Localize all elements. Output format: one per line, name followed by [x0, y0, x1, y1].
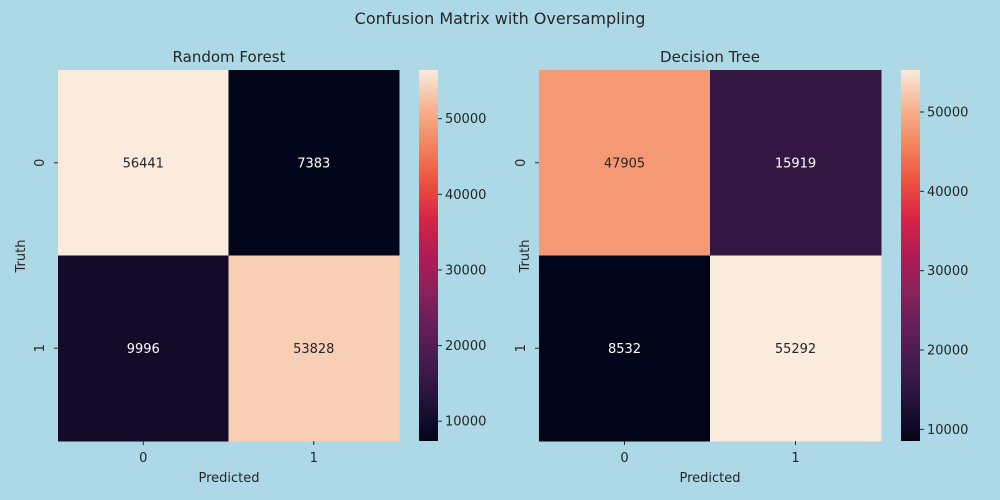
y-tick-label: 1 [33, 344, 48, 352]
heatmap-cell [539, 255, 711, 442]
heatmap-random-forest: Random Forest 56441 7383 9996 53828 0 1 0 1 Pr… [14, 48, 486, 486]
heatmap-cell [58, 70, 229, 256]
heatmap-decision-tree: Decision Tree 47905 15919 8532 55292 0 1 0 1 P… [514, 48, 968, 486]
cell-value-label: 56441 [123, 156, 164, 171]
cell-value-label: 15919 [775, 156, 816, 171]
colorbar-tick-label: 50000 [445, 112, 486, 127]
cell-value-label: 9996 [127, 342, 160, 357]
y-tick-label: 0 [514, 159, 529, 167]
cell-value-label: 47905 [604, 156, 645, 171]
colorbar-tick-label: 40000 [445, 188, 486, 203]
x-axis-label: Predicted [679, 471, 740, 486]
colorbar-tick-label: 20000 [445, 339, 486, 354]
colorbar-tick-label: 20000 [927, 344, 968, 359]
suptitle: Confusion Matrix with Oversampling [355, 9, 646, 28]
colorbar-tick-label: 50000 [927, 105, 968, 120]
x-tick-label: 0 [139, 451, 147, 466]
heatmap-cell [710, 255, 882, 442]
colorbar-tick-label: 30000 [445, 263, 486, 278]
x-tick-label: 1 [310, 451, 318, 466]
colorbar-tick-label: 30000 [927, 264, 968, 279]
cell-value-label: 53828 [293, 342, 334, 357]
y-axis-label: Truth [14, 240, 29, 274]
colorbar-tick-label: 10000 [927, 423, 968, 438]
y-tick-label: 0 [33, 159, 48, 167]
heatmap-cell [539, 70, 711, 256]
chart-title: Decision Tree [660, 48, 760, 66]
y-tick-label: 1 [514, 344, 529, 352]
chart-title: Random Forest [173, 48, 286, 66]
y-axis-label: Truth [518, 240, 533, 274]
cell-value-label: 7383 [297, 156, 330, 171]
heatmap-cell [228, 255, 400, 442]
heatmap-cell [710, 70, 882, 256]
colorbar [419, 70, 438, 441]
colorbar-tick-label: 10000 [445, 415, 486, 430]
heatmap-cell [228, 70, 400, 256]
colorbar [901, 70, 920, 441]
cell-value-label: 8532 [608, 342, 641, 357]
x-axis-label: Predicted [198, 471, 259, 486]
colorbar-tick-label: 40000 [927, 185, 968, 200]
x-tick-label: 1 [791, 451, 799, 466]
x-tick-label: 0 [620, 451, 628, 466]
heatmap-cell [58, 255, 229, 442]
cell-value-label: 55292 [775, 342, 816, 357]
